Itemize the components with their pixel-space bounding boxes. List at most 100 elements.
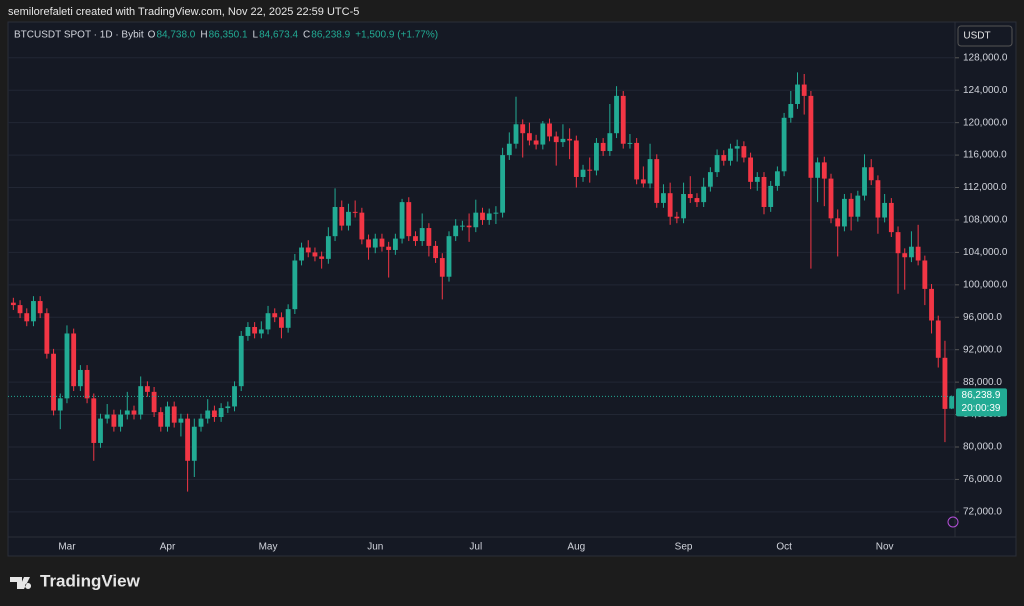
candle-body <box>614 95 619 134</box>
candle-body <box>225 406 231 409</box>
y-tick-label: 128,000.0 <box>963 52 1008 63</box>
candle-body <box>942 357 948 409</box>
candle-body <box>151 391 157 413</box>
candle-body <box>828 178 834 219</box>
candle-body <box>118 414 123 427</box>
candle-body <box>909 246 914 258</box>
x-tick-label: Aug <box>567 542 585 553</box>
event-icon[interactable] <box>947 516 959 528</box>
candle-body <box>17 305 23 314</box>
candle-body <box>935 320 941 358</box>
candle-body <box>949 396 955 409</box>
y-tick-label: 112,000.0 <box>963 182 1007 193</box>
candle-body <box>486 213 492 220</box>
candle-body <box>325 236 331 259</box>
candle-body <box>352 211 358 213</box>
candle-body <box>473 212 479 228</box>
candle-body <box>44 313 50 354</box>
candle-body <box>198 418 204 427</box>
candle-body <box>513 124 519 144</box>
candle-body <box>77 369 83 387</box>
candle-body <box>366 239 371 248</box>
y-tick-label: 76,000.0 <box>963 474 1002 485</box>
y-tick-label: 88,000.0 <box>963 377 1002 388</box>
candle-body <box>191 426 197 461</box>
candle-body <box>433 245 438 259</box>
countdown: 20:00:39 <box>962 403 1001 414</box>
candle-body <box>138 386 144 415</box>
candle-body <box>607 133 613 152</box>
candle-body <box>788 104 794 118</box>
candle-body <box>573 140 579 177</box>
header: semilorefaleti created with TradingView.… <box>8 6 359 18</box>
candle-body <box>567 138 573 141</box>
candle-body <box>754 176 760 182</box>
candle-body <box>205 410 211 419</box>
candle-body <box>232 386 237 407</box>
candle-body <box>848 198 854 217</box>
candle-body <box>439 258 445 277</box>
x-tick-label: Oct <box>776 542 792 553</box>
candle-body <box>728 148 733 161</box>
candle-body <box>332 206 338 237</box>
candle-body <box>245 326 251 336</box>
candle-body <box>252 326 258 334</box>
candle-body <box>647 159 653 184</box>
candle-body <box>895 232 901 254</box>
candle-body <box>627 142 633 144</box>
y-tick-label: 96,000.0 <box>963 312 1002 323</box>
currency: USDT <box>963 31 990 42</box>
candle-body <box>37 301 43 314</box>
symbol: BTCUSDT SPOT · 1D · Bybit <box>14 30 144 41</box>
candle-body <box>131 410 137 415</box>
candle-body <box>238 335 244 387</box>
candle-body <box>674 216 680 219</box>
candle-body <box>379 238 385 247</box>
candle-body <box>741 146 747 158</box>
candle-body <box>185 418 191 461</box>
y-tick-label: 124,000.0 <box>963 85 1008 96</box>
currency-button[interactable] <box>957 25 1013 47</box>
candles <box>10 72 955 492</box>
candle-body <box>580 169 586 177</box>
candle-body <box>31 301 36 322</box>
candle-body <box>547 123 552 137</box>
candle-body <box>339 206 345 226</box>
legend-key: C <box>303 30 310 41</box>
candle-body <box>781 117 787 172</box>
candle-body <box>218 408 224 417</box>
candle-body <box>842 198 847 227</box>
candle-body <box>875 180 881 218</box>
candle-body <box>258 329 264 334</box>
y-tick-label: 120,000.0 <box>963 117 1008 128</box>
candle-body <box>520 124 526 134</box>
candle-body <box>587 169 593 171</box>
watermark-text: TradingView <box>40 571 141 590</box>
candle-body <box>902 253 908 258</box>
candle-body <box>506 143 512 156</box>
candle-body <box>285 309 291 328</box>
candle-body <box>111 414 117 427</box>
legend-value: 86,350.1 <box>209 30 248 41</box>
watermark: TradingView <box>10 571 141 590</box>
candle-body <box>319 256 325 259</box>
candle-body <box>279 317 284 328</box>
candle-body <box>178 418 184 423</box>
candle-body <box>768 185 774 207</box>
candle-body <box>372 238 378 248</box>
candle-body <box>527 133 532 141</box>
candle-body <box>158 412 164 427</box>
candle-body <box>446 236 452 277</box>
chart-panel <box>7 21 1017 557</box>
candle-body <box>466 225 472 228</box>
legend-key: H <box>200 30 207 41</box>
candle-body <box>667 193 673 217</box>
candle-body <box>774 171 780 186</box>
candle-body <box>57 398 63 411</box>
candle-body <box>835 218 841 227</box>
x-tick-label: Sep <box>675 542 693 553</box>
candle-body <box>882 202 888 218</box>
candle-body <box>386 246 392 250</box>
candle-body <box>888 202 894 233</box>
